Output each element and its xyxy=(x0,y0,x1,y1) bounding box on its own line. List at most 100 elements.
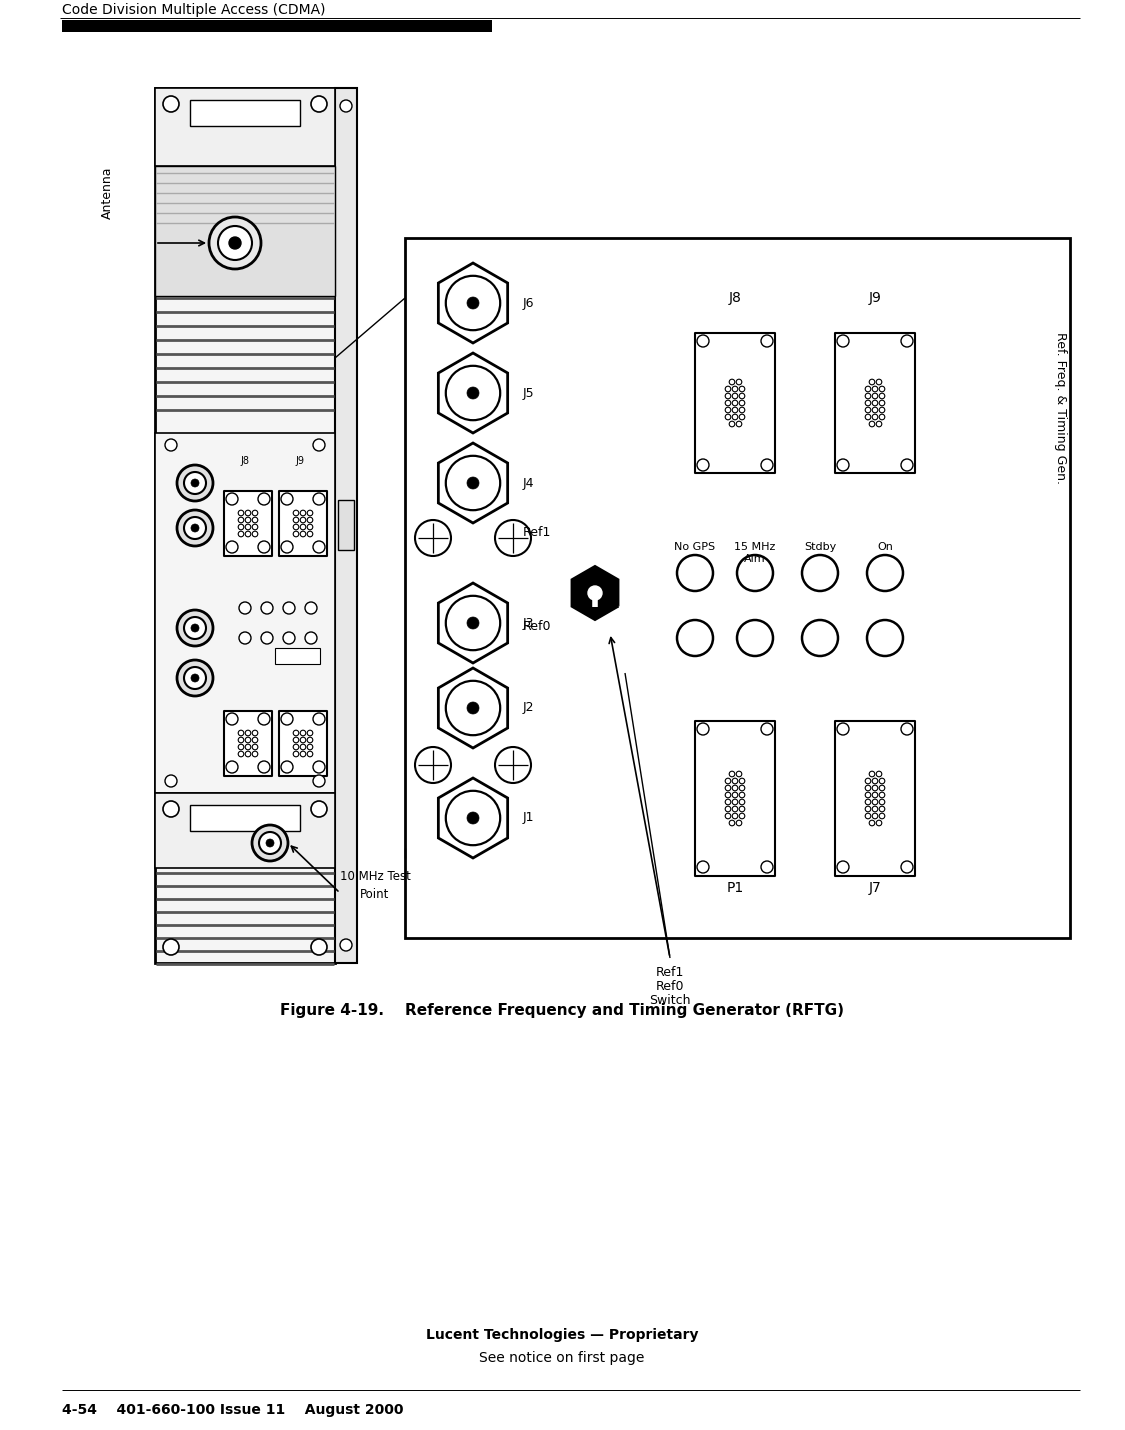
Circle shape xyxy=(238,731,244,736)
Circle shape xyxy=(732,386,738,392)
Circle shape xyxy=(837,459,849,470)
Circle shape xyxy=(872,393,878,399)
Circle shape xyxy=(300,531,306,536)
Circle shape xyxy=(252,825,288,861)
Circle shape xyxy=(732,408,738,413)
Circle shape xyxy=(802,621,838,656)
Circle shape xyxy=(901,335,914,347)
Circle shape xyxy=(238,632,251,644)
Circle shape xyxy=(865,785,871,791)
Text: Ref1: Ref1 xyxy=(656,965,684,978)
Circle shape xyxy=(294,751,299,756)
Bar xyxy=(224,711,272,776)
Text: P1: P1 xyxy=(727,881,744,895)
Circle shape xyxy=(872,785,878,791)
Circle shape xyxy=(901,724,914,735)
Circle shape xyxy=(880,785,884,791)
Text: Stdby: Stdby xyxy=(804,542,836,552)
Circle shape xyxy=(184,518,206,539)
Circle shape xyxy=(177,511,213,546)
Bar xyxy=(835,333,915,473)
Circle shape xyxy=(294,518,299,523)
Circle shape xyxy=(229,237,241,249)
Circle shape xyxy=(252,744,258,749)
Circle shape xyxy=(760,335,773,347)
Circle shape xyxy=(191,479,199,488)
Text: Ref0: Ref0 xyxy=(523,619,551,632)
Circle shape xyxy=(870,422,875,426)
Circle shape xyxy=(677,555,713,591)
Circle shape xyxy=(340,100,352,112)
Circle shape xyxy=(802,555,838,591)
Circle shape xyxy=(184,616,206,639)
Circle shape xyxy=(729,821,735,825)
Text: Switch: Switch xyxy=(649,994,691,1007)
Circle shape xyxy=(698,335,709,347)
Circle shape xyxy=(252,738,258,742)
Bar xyxy=(335,89,357,962)
Polygon shape xyxy=(439,583,507,664)
Text: J9: J9 xyxy=(296,456,305,466)
Circle shape xyxy=(245,731,251,736)
Circle shape xyxy=(259,832,281,854)
Circle shape xyxy=(300,738,306,742)
Circle shape xyxy=(726,792,731,798)
Circle shape xyxy=(495,746,531,784)
Text: J8: J8 xyxy=(729,290,741,305)
Polygon shape xyxy=(439,668,507,748)
Circle shape xyxy=(737,621,773,656)
Circle shape xyxy=(588,586,602,601)
Text: Alm: Alm xyxy=(745,553,766,563)
Circle shape xyxy=(191,623,199,632)
Circle shape xyxy=(177,611,213,646)
Circle shape xyxy=(191,523,199,532)
Circle shape xyxy=(252,531,258,536)
Circle shape xyxy=(313,493,325,505)
Circle shape xyxy=(760,861,773,872)
Circle shape xyxy=(865,807,871,812)
Circle shape xyxy=(446,596,501,651)
Circle shape xyxy=(726,778,731,784)
Circle shape xyxy=(737,555,773,591)
Text: Ref1: Ref1 xyxy=(523,526,551,539)
Circle shape xyxy=(310,801,327,817)
Text: J4: J4 xyxy=(523,476,534,489)
Circle shape xyxy=(261,602,273,613)
Circle shape xyxy=(876,771,882,776)
Text: Lucent Technologies — Proprietary: Lucent Technologies — Proprietary xyxy=(425,1328,699,1341)
Circle shape xyxy=(245,518,251,523)
Circle shape xyxy=(876,821,882,825)
Circle shape xyxy=(258,714,270,725)
Circle shape xyxy=(184,666,206,689)
Circle shape xyxy=(163,940,179,955)
Circle shape xyxy=(739,415,745,420)
Circle shape xyxy=(340,940,352,951)
Circle shape xyxy=(865,400,871,406)
Circle shape xyxy=(837,861,849,872)
Circle shape xyxy=(837,724,849,735)
Circle shape xyxy=(284,602,295,613)
Circle shape xyxy=(880,400,884,406)
Circle shape xyxy=(446,681,501,735)
Circle shape xyxy=(294,525,299,529)
Circle shape xyxy=(865,778,871,784)
Circle shape xyxy=(872,778,878,784)
Circle shape xyxy=(870,821,875,825)
Circle shape xyxy=(739,799,745,805)
Circle shape xyxy=(446,366,501,420)
Circle shape xyxy=(177,465,213,500)
Circle shape xyxy=(245,531,251,536)
Text: J5: J5 xyxy=(523,386,534,399)
Bar xyxy=(279,490,327,556)
Circle shape xyxy=(252,731,258,736)
Circle shape xyxy=(281,714,292,725)
Circle shape xyxy=(165,775,177,787)
Circle shape xyxy=(760,724,773,735)
Circle shape xyxy=(867,621,903,656)
Text: See notice on first page: See notice on first page xyxy=(479,1351,645,1366)
Circle shape xyxy=(294,731,299,736)
Circle shape xyxy=(865,814,871,819)
Circle shape xyxy=(880,415,884,420)
Circle shape xyxy=(739,792,745,798)
Text: Figure 4-19.    Reference Frequency and Timing Generator (RFTG): Figure 4-19. Reference Frequency and Tim… xyxy=(280,1002,844,1018)
